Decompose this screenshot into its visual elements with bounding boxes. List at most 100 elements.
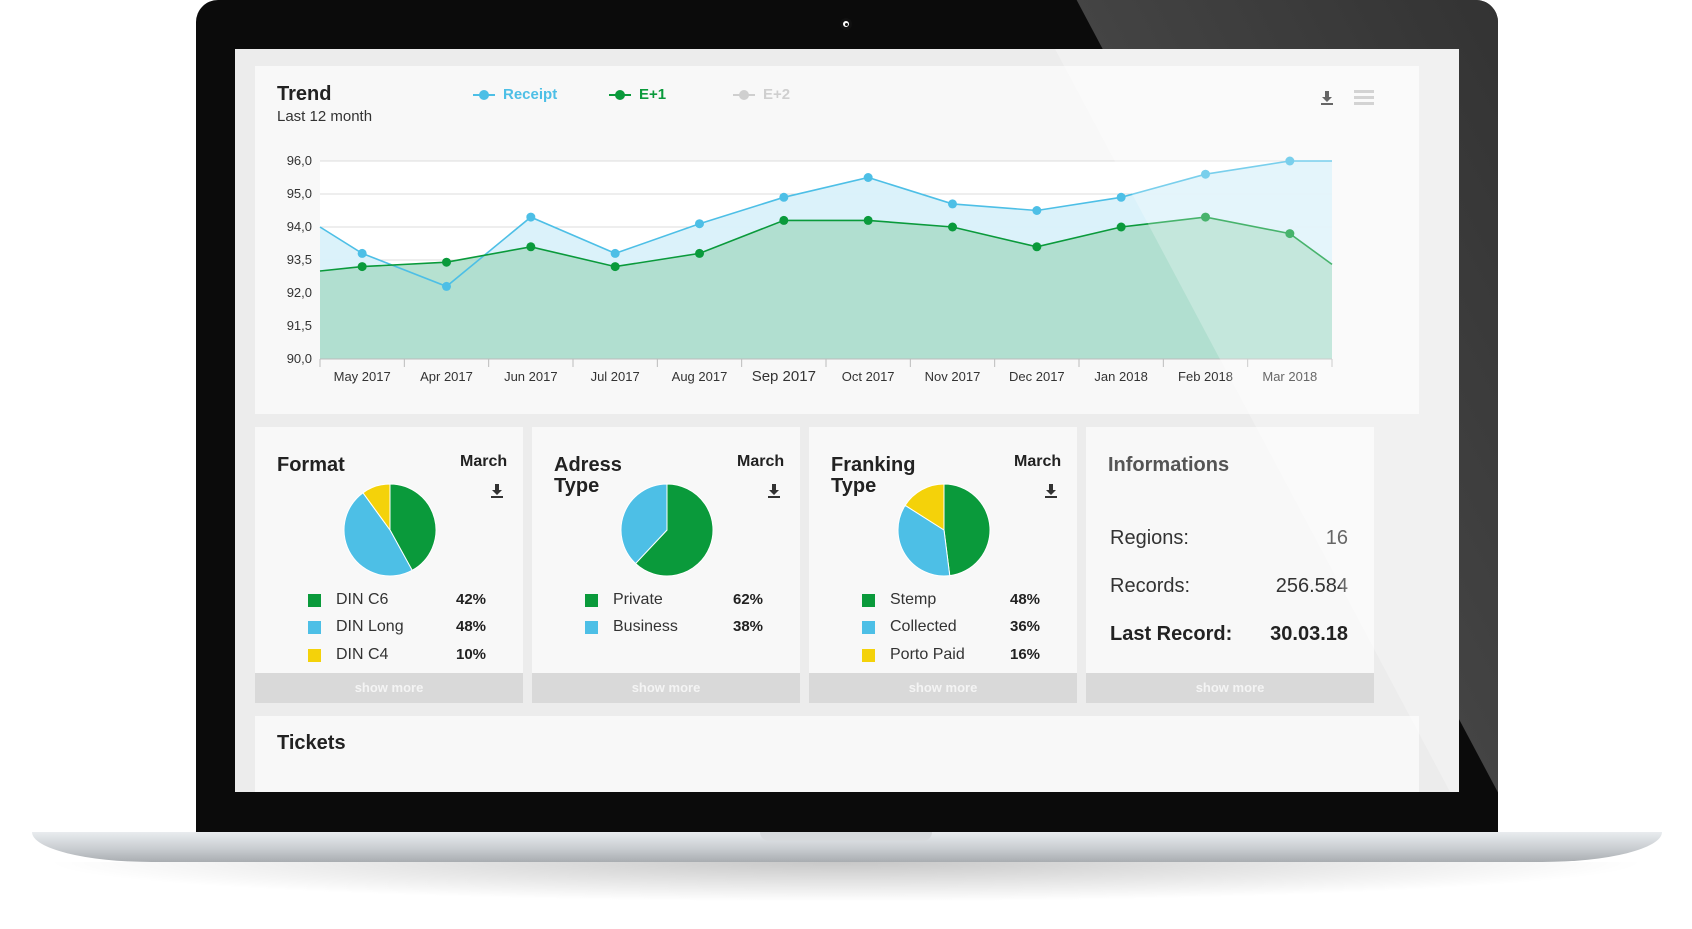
receipt-point bbox=[695, 219, 704, 229]
info-label: Regions: bbox=[1110, 527, 1189, 549]
info-row-last-record: Last Record: 30.03.18 bbox=[1110, 623, 1348, 646]
swatch bbox=[862, 649, 875, 662]
legend-label: DIN C6 bbox=[336, 591, 389, 608]
swatch bbox=[585, 594, 598, 607]
download-icon[interactable] bbox=[767, 483, 781, 499]
e-1-point bbox=[1201, 212, 1210, 222]
x-tick-label: May 2017 bbox=[334, 369, 391, 384]
trend-title: Trend bbox=[277, 83, 332, 105]
info-value: 30.03.18 bbox=[1270, 623, 1348, 645]
format-panel: Format March DIN C6 42% DIN Long 48% DIN C… bbox=[255, 427, 523, 703]
trend-subtitle: Last 12 month bbox=[277, 108, 373, 125]
receipt-point bbox=[1285, 156, 1295, 166]
pie-slice-private bbox=[634, 483, 714, 577]
adress-type-month: March bbox=[737, 453, 785, 470]
legend-label: Porto Paid bbox=[890, 646, 965, 663]
e-1-point bbox=[863, 215, 873, 225]
legend-label: Private bbox=[613, 591, 663, 608]
show-more-button[interactable]: show more bbox=[255, 673, 523, 703]
legend-percent: 48% bbox=[456, 618, 487, 635]
receipt-point bbox=[610, 248, 620, 258]
legend-percent: 42% bbox=[456, 591, 487, 608]
legend-percent: 10% bbox=[456, 646, 487, 663]
dashboard-screen: Trend Last 12 month Receipt E+1 E+2 90,0… bbox=[235, 49, 1459, 792]
legend-receipt-label: Receipt bbox=[503, 86, 558, 103]
legend-receipt[interactable]: Receipt bbox=[473, 86, 557, 103]
informations-panel: Informations Regions: 16 Records: 256.58… bbox=[1086, 427, 1374, 703]
trend-panel: Trend Last 12 month Receipt E+1 E+2 90,0… bbox=[255, 66, 1419, 414]
laptop-notch bbox=[760, 832, 932, 841]
legend-e1-label: E+1 bbox=[639, 86, 667, 103]
franking-type-month: March bbox=[1014, 453, 1062, 470]
x-tick-label: Jan 2018 bbox=[1094, 369, 1148, 384]
e-1-point bbox=[610, 262, 620, 272]
e-1-point bbox=[1032, 242, 1042, 252]
legend-percent: 38% bbox=[733, 618, 764, 635]
x-tick-label: Oct 2017 bbox=[842, 369, 895, 384]
format-title: Format bbox=[277, 454, 345, 476]
legend-e1[interactable]: E+1 bbox=[609, 86, 666, 103]
adress-type-panel: Adress Type March Private 62% Business 38%… bbox=[532, 427, 800, 703]
show-more-button[interactable]: show more bbox=[809, 673, 1077, 703]
e-1-point bbox=[695, 248, 704, 258]
y-tick-label: 90,0 bbox=[287, 351, 312, 366]
swatch bbox=[308, 594, 321, 607]
pie-slice-din-c6 bbox=[389, 483, 437, 571]
e-1-point bbox=[526, 242, 536, 252]
receipt-point bbox=[1201, 169, 1210, 179]
info-row-regions: Regions: 16 bbox=[1110, 527, 1348, 550]
show-more-button[interactable]: show more bbox=[532, 673, 800, 703]
pie-slice-stemp bbox=[943, 483, 991, 577]
format-pie-chart bbox=[343, 483, 437, 577]
adress-type-pie-chart bbox=[620, 483, 714, 577]
legend-percent: 48% bbox=[1010, 591, 1041, 608]
camera-icon bbox=[840, 18, 852, 30]
trend-chart: 90,0 91,5 92,0 93,5 94,0 95,0 96,0 May 2017 Apr … bbox=[287, 153, 1333, 385]
laptop-shadow bbox=[40, 862, 1652, 902]
y-tick-label: 95,0 bbox=[287, 186, 312, 201]
legend-e2[interactable]: E+2 bbox=[733, 86, 790, 103]
franking-type-title: Franking Type bbox=[831, 454, 916, 497]
legend-label: DIN Long bbox=[336, 618, 404, 635]
e2-marker-icon bbox=[733, 89, 755, 100]
menu-icon[interactable] bbox=[1354, 90, 1374, 106]
info-label: Last Record: bbox=[1110, 623, 1233, 645]
y-tick-label: 94,0 bbox=[287, 219, 312, 234]
x-tick-label: Feb 2018 bbox=[1178, 369, 1233, 384]
swatch bbox=[862, 594, 875, 607]
tickets-title: Tickets bbox=[277, 732, 346, 754]
receipt-point bbox=[779, 192, 789, 202]
receipt-point bbox=[442, 281, 451, 291]
info-value: 16 bbox=[1325, 527, 1348, 549]
legend-label: Stemp bbox=[890, 591, 937, 608]
receipt-point bbox=[526, 212, 536, 222]
x-tick-label: Nov 2017 bbox=[925, 369, 981, 384]
y-tick-label: 91,5 bbox=[287, 318, 312, 333]
legend-percent: 36% bbox=[1010, 618, 1041, 635]
download-icon[interactable] bbox=[1044, 483, 1058, 499]
e1-marker-icon bbox=[609, 89, 631, 100]
franking-type-panel: Franking Type March Stemp 48% Collected 36… bbox=[809, 427, 1077, 703]
receipt-point bbox=[357, 248, 367, 258]
download-icon[interactable] bbox=[1320, 90, 1334, 106]
informations-title: Informations bbox=[1108, 454, 1230, 476]
x-tick-label: Aug 2017 bbox=[672, 369, 728, 384]
e-1-point bbox=[948, 222, 957, 232]
receipt-point bbox=[863, 173, 873, 182]
e-1-point bbox=[357, 262, 367, 272]
e-1-point bbox=[442, 257, 451, 267]
e-1-area bbox=[320, 217, 1332, 359]
info-value: 256.584 bbox=[1275, 575, 1348, 597]
x-tick-label: Mar 2018 bbox=[1262, 369, 1317, 384]
swatch bbox=[308, 621, 321, 634]
y-tick-label: 96,0 bbox=[287, 153, 312, 168]
download-icon[interactable] bbox=[490, 483, 504, 499]
receipt-point bbox=[1032, 206, 1042, 215]
y-tick-label: 93,5 bbox=[287, 252, 312, 267]
receipt-point bbox=[948, 199, 957, 209]
x-tick-label: Apr 2017 bbox=[420, 369, 473, 384]
show-more-button[interactable]: show more bbox=[1086, 673, 1374, 703]
legend-percent: 62% bbox=[733, 591, 764, 608]
pie-slice-collected bbox=[897, 504, 951, 577]
receipt-marker-icon bbox=[473, 89, 495, 100]
